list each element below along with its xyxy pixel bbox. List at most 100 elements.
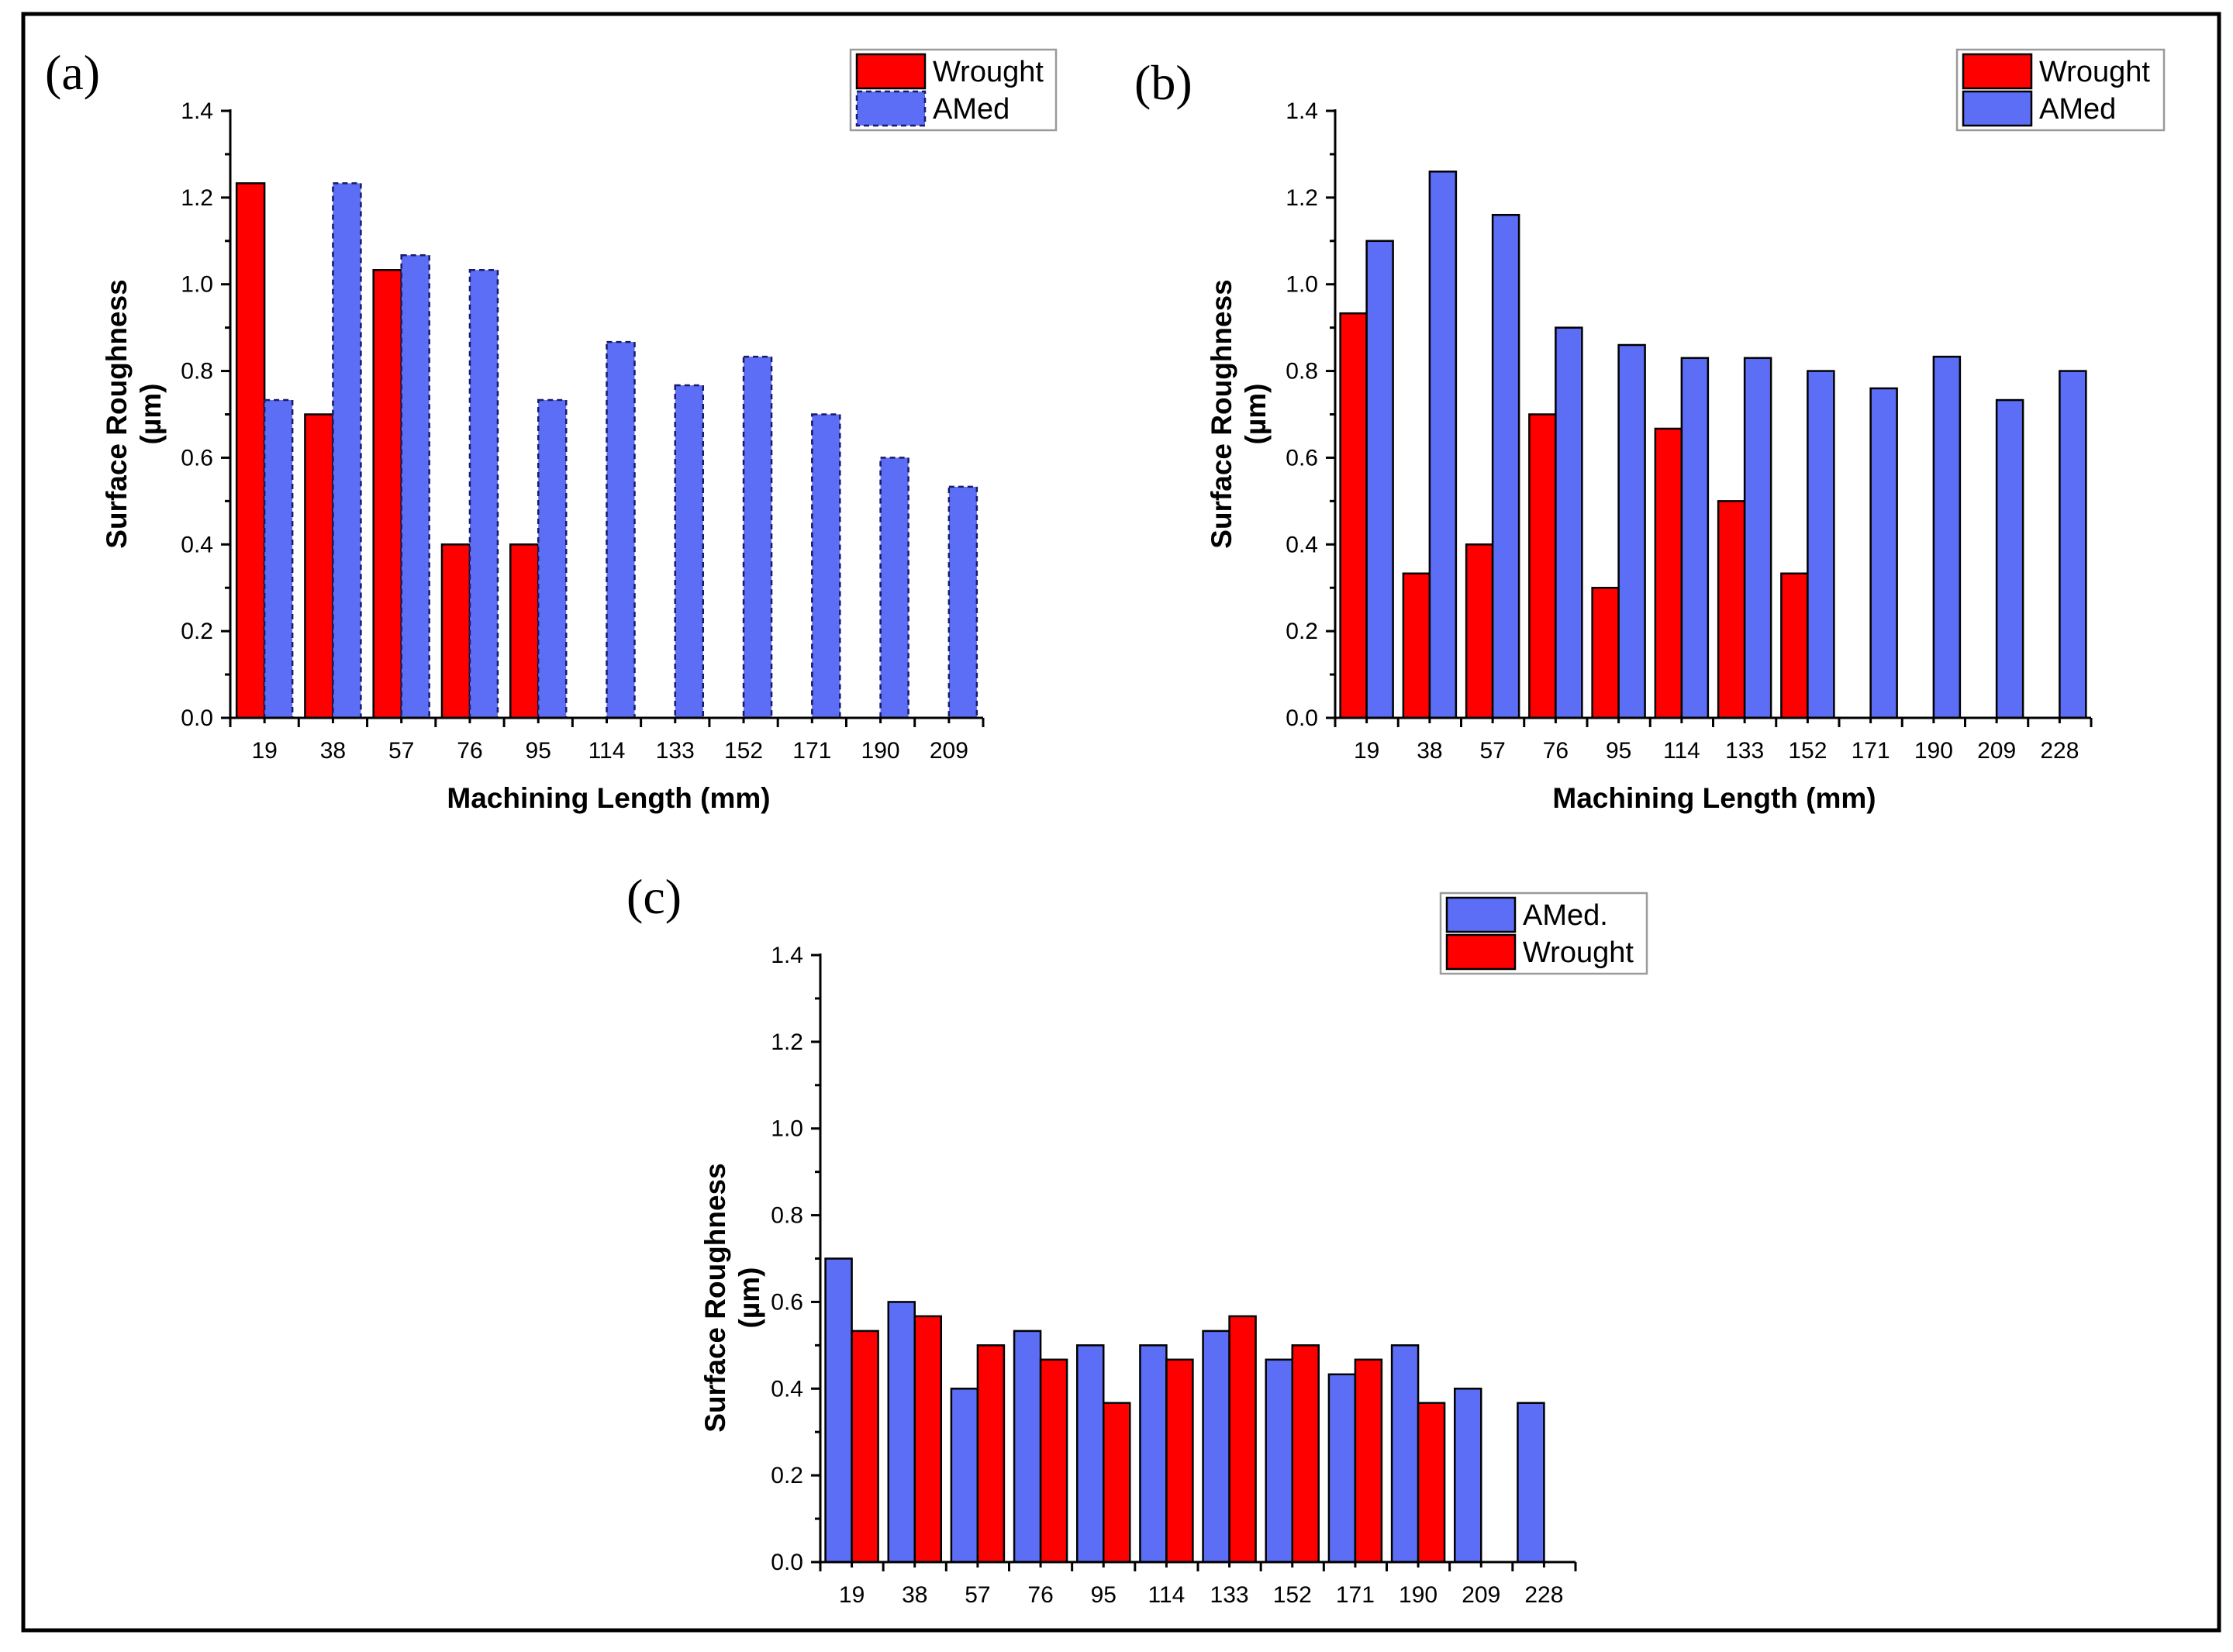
y-tick-label: 1.0 [1286,272,1318,298]
y-tick-label: 0.6 [181,445,213,471]
bar-wrought-152 [1291,1344,1320,1564]
bar-amed-171 [1327,1373,1357,1564]
y-axis-title-line2: (µm) [1240,384,1272,445]
x-tick-label: 38 [902,1582,927,1608]
bar-wrought-95 [1103,1402,1131,1564]
bar-amed-95 [1076,1344,1105,1564]
bar-wrought-95 [509,543,540,719]
x-tick-label: 152 [724,738,763,764]
bar-amed-228 [2059,370,2087,719]
bar-wrought-114 [1165,1358,1194,1564]
x-tick-label: 76 [457,738,482,764]
bar-wrought-38 [304,413,334,719]
bar-wrought-133 [1717,500,1746,719]
x-tick-label: 76 [1543,738,1569,764]
bar-amed-57 [950,1388,979,1564]
panel-label: (a) [45,45,100,100]
bar-wrought-76 [1528,413,1557,719]
bar-wrought-114 [1654,427,1683,719]
bar-wrought-190 [1417,1402,1446,1564]
bar-amed-114 [1680,357,1710,719]
bar-amed-19 [824,1257,853,1564]
legend-swatch-wrought [1445,933,1517,971]
bar-wrought-95 [1591,586,1620,719]
x-tick-label: 190 [1914,738,1953,764]
legend-swatch-amed [1962,90,2033,127]
y-tick-label: 1.0 [181,272,213,298]
y-tick-label: 0.2 [771,1463,803,1488]
y-tick-label: 0.0 [181,705,213,731]
x-tick-label: 209 [1462,1582,1500,1608]
legend-label: Wrought [2039,56,2150,88]
y-tick-label: 0.4 [181,532,213,557]
y-axis-title: Surface Roughness(µm) [1206,279,1272,548]
y-tick-label: 0.6 [771,1289,803,1315]
y-tick-label: 1.4 [1286,98,1318,124]
x-tick-label: 19 [251,738,277,764]
figure-frame [21,12,2221,1633]
bar-amed-57 [400,253,430,719]
x-tick-label: 152 [1273,1582,1312,1608]
chart-panel-c: (c) 0.0 0.2 0.4 0.6 0.8 1.0 1.2 1.4 19 38 57 76 95 114… [626,869,1648,1608]
x-tick-label: 38 [320,738,346,764]
x-tick-label: 209 [930,738,968,764]
y-tick-label: 0.2 [181,619,213,644]
bar-amed-76 [1555,326,1583,719]
bar-wrought-57 [976,1344,1006,1564]
bar-amed-190 [1932,355,1962,719]
bar-amed-209 [1454,1388,1482,1564]
y-tick-label: 1.2 [771,1029,803,1055]
x-tick-label: 95 [1606,738,1631,764]
legend-label: Wrought [1523,936,1634,969]
chart-panel-a: (a) 0.0 0.2 0.4 0.6 0.8 1.0 1.2 1.4 19 38 57 76 95 114… [45,45,1058,814]
panel-label: (c) [626,869,682,924]
y-tick-label: 0.8 [1286,359,1318,385]
bar-wrought-38 [913,1315,942,1564]
bar-wrought-76 [440,543,471,719]
legend-label: AMed. [1523,899,1608,932]
y-tick-label: 1.4 [181,98,213,124]
y-axis-title: Surface Roughness(µm) [101,279,167,548]
y-axis-title-line1: Surface Roughness [101,279,133,548]
bar-amed-133 [1743,357,1772,719]
bar-wrought-171 [1354,1358,1383,1564]
y-tick-label: 1.2 [181,185,213,211]
bar-amed-114 [1139,1344,1168,1564]
x-axis-title: Machining Length (mm) [447,782,770,814]
x-tick-label: 95 [1091,1582,1116,1608]
bar-amed-57 [1491,213,1520,719]
y-axis-title: Surface Roughness(µm) [699,1163,765,1432]
bar-wrought-19 [851,1330,879,1564]
bar-wrought-19 [235,182,266,719]
x-tick-label: 57 [1479,738,1505,764]
bar-amed-171 [1869,387,1898,719]
x-tick-label: 133 [1210,1582,1249,1608]
y-tick-label: 0.8 [771,1203,803,1229]
x-tick-label: 114 [1663,738,1700,764]
x-tick-label: 171 [792,738,831,764]
bar-amed-152 [742,355,773,719]
bar-amed-190 [1390,1344,1420,1564]
y-tick-label: 1.0 [771,1116,803,1142]
bar-wrought-19 [1339,312,1368,719]
y-tick-label: 1.4 [771,943,803,968]
bar-amed-228 [1517,1402,1545,1564]
bar-amed-19 [1365,240,1394,719]
y-axis-title-line1: Surface Roughness [699,1163,731,1432]
bar-amed-133 [674,384,705,719]
x-tick-label: 57 [388,738,414,764]
y-tick-label: 0.4 [771,1376,803,1402]
legend-swatch-amed [855,90,927,127]
bar-amed-95 [1617,343,1646,719]
y-axis-title-line1: Surface Roughness [1206,279,1237,548]
x-tick-label: 76 [1027,1582,1053,1608]
bar-amed-76 [468,269,499,719]
x-tick-label: 38 [1417,738,1442,764]
bar-amed-19 [263,398,294,719]
y-tick-label: 0.4 [1286,532,1318,557]
bar-wrought-133 [1228,1315,1257,1564]
bar-wrought-38 [1402,572,1431,719]
bar-amed-209 [947,485,978,719]
chart-panel-b: (b) 0.0 0.2 0.4 0.6 0.8 1.0 1.2 1.4 19 38 57 76 95 114… [1134,48,2166,814]
